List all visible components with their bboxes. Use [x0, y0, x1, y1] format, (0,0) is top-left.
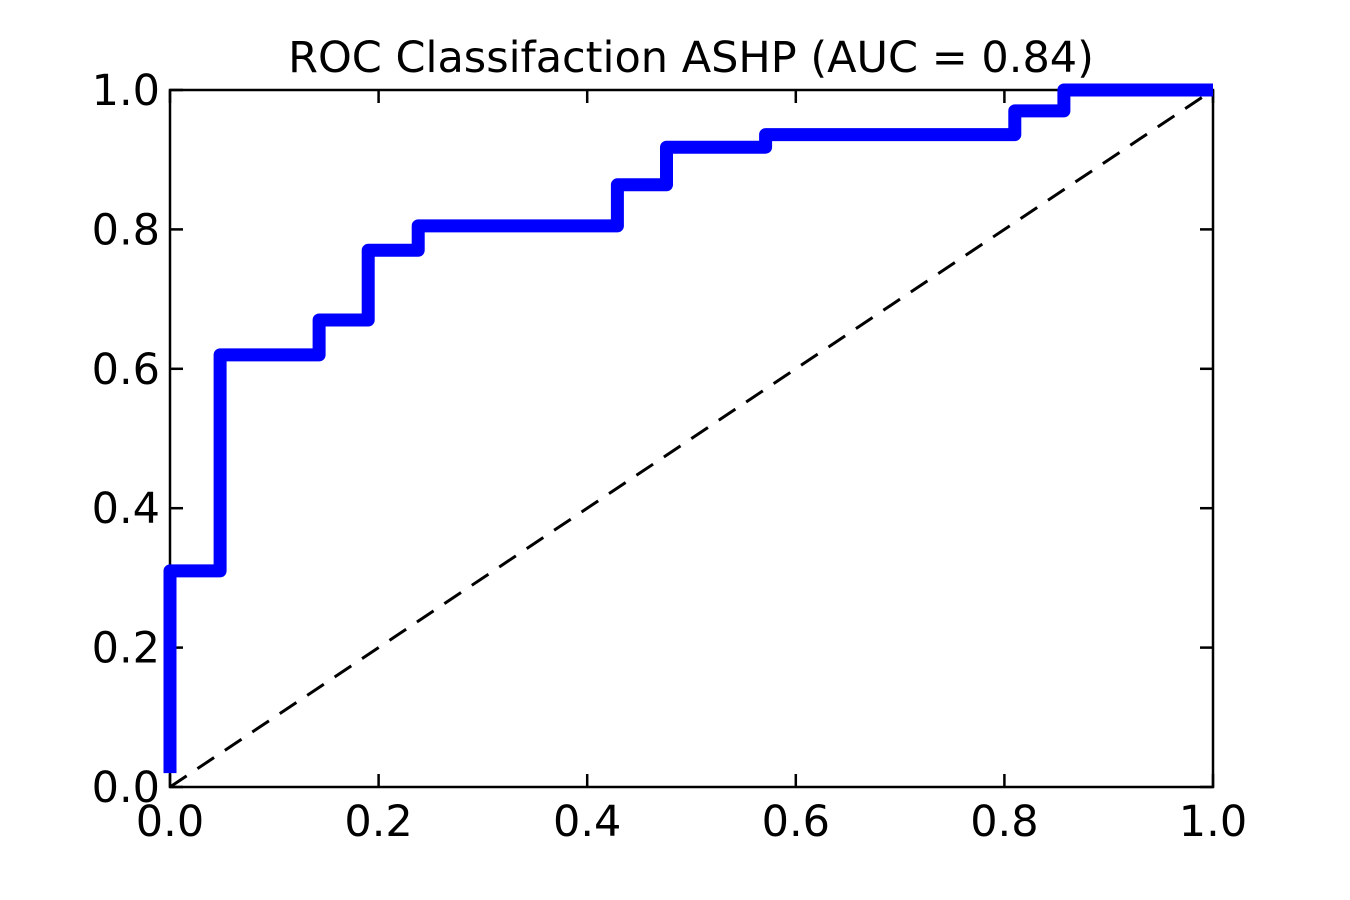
chart-title: ROC Classifaction ASHP (AUC = 0.84): [288, 33, 1094, 83]
y-tick-label: 0.8: [92, 205, 160, 255]
x-tick-label: 1.0: [1179, 797, 1247, 847]
plot-area: 0.0 0.2 0.4 0.6 0.8 1.0 0.0 0.2 0.4 0.6 0.8 1.0: [92, 66, 1248, 847]
axes-frame: [168, 88, 1215, 789]
roc-curve-line: [163, 83, 1213, 774]
y-tick-label: 0.6: [92, 345, 160, 395]
x-tick-label: 0.8: [970, 797, 1038, 847]
x-tick-label: 0.0: [136, 797, 204, 847]
x-tick-label: 0.2: [344, 797, 412, 847]
chance-diagonal-line: [169, 88, 1214, 789]
x-tick-label: 0.6: [762, 797, 830, 847]
y-tick-label: 0.2: [92, 624, 160, 674]
x-tick-label: 0.4: [553, 797, 621, 847]
y-tick-label: 0.0: [92, 763, 160, 813]
y-tick-label: 1.0: [92, 66, 160, 116]
y-tick-label: 0.4: [92, 484, 160, 534]
